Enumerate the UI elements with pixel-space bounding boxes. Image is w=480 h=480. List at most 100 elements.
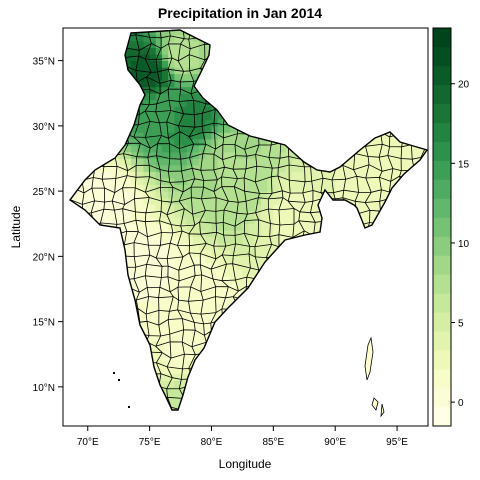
precipitation-cell [230,73,237,81]
precipitation-cell [397,54,404,62]
precipitation-cell [254,406,262,410]
precipitation-cell [310,178,318,185]
precipitation-cell [298,308,305,316]
precipitation-cell [143,354,151,362]
precipitation-cell [93,210,101,218]
precipitation-cell [100,406,107,410]
precipitation-cell [273,132,280,140]
precipitation-cell [242,262,249,270]
precipitation-cell [75,47,82,55]
precipitation-cell [298,341,305,349]
precipitation-cell [155,236,163,244]
precipitation-cell [63,191,70,198]
precipitation-cell [131,158,138,166]
precipitation-cell [100,80,107,88]
precipitation-cell [63,250,70,257]
precipitation-cell [211,282,219,290]
precipitation-cell [260,30,268,35]
precipitation-cell [131,413,138,420]
precipitation-cell [291,380,299,388]
precipitation-cell [137,373,144,381]
precipitation-cell [230,138,237,146]
precipitation-cell [230,99,237,107]
precipitation-cell [279,151,287,159]
precipitation-cell [409,321,417,329]
precipitation-cell [267,269,274,277]
precipitation-cell [273,54,280,62]
precipitation-cell [75,73,82,81]
precipitation-cell [174,223,181,231]
precipitation-cell [403,230,410,238]
precipitation-cell [329,295,336,303]
precipitation-cell [81,354,89,362]
precipitation-cell [63,302,70,309]
precipitation-cell [180,145,188,153]
precipitation-cell [230,60,237,68]
precipitation-cell [310,399,318,407]
precipitation-cell [199,223,206,231]
precipitation-cell [390,93,398,101]
precipitation-cell [304,354,311,362]
precipitation-cell [70,288,76,296]
precipitation-cell [316,275,324,283]
precipitation-cell [93,360,101,368]
precipitation-cell [292,413,299,420]
precipitation-cell [75,302,82,309]
precipitation-cell [359,80,367,88]
precipitation-cell [223,302,231,309]
precipitation-cell [174,243,181,251]
precipitation-cell [131,347,138,355]
precipitation-cell [149,138,157,146]
precipitation-cell [93,302,101,309]
precipitation-cell [192,41,200,48]
precipitation-cell [81,73,89,81]
precipitation-cell [260,41,268,48]
precipitation-cell [236,406,243,410]
precipitation-cell [415,308,423,316]
precipitation-cell [316,262,324,270]
precipitation-cell [143,302,151,309]
precipitation-cell [199,178,206,185]
precipitation-cell [186,80,194,88]
precipitation-cell [397,217,404,225]
precipitation-cell [106,106,113,114]
precipitation-cell [106,328,113,336]
precipitation-cell [291,367,299,375]
precipitation-cell [168,165,175,172]
precipitation-cell [131,282,138,290]
precipitation-cell [353,328,361,336]
precipitation-cell [131,93,138,101]
precipitation-cell [415,145,423,153]
precipitation-cell [149,145,157,153]
precipitation-cell [372,275,379,283]
precipitation-cell [174,151,181,159]
precipitation-cell [415,243,423,251]
precipitation-cell [168,328,175,336]
precipitation-cell [329,386,336,394]
precipitation-cell [155,178,163,185]
precipitation-cell [291,158,299,166]
precipitation-cell [267,321,274,329]
precipitation-cell [137,269,144,277]
precipitation-cell [87,30,95,35]
precipitation-cell [143,328,151,336]
precipitation-cell [267,334,274,342]
precipitation-cell [137,413,144,420]
precipitation-cell [199,413,206,420]
precipitation-cell [372,93,379,101]
precipitation-cell [415,191,423,199]
precipitation-cell [168,230,175,238]
precipitation-cell [223,132,231,140]
precipitation-cell [205,249,212,257]
precipitation-cell [70,354,76,362]
precipitation-cell [211,399,219,407]
precipitation-cell [260,354,268,362]
precipitation-cell [137,184,144,192]
precipitation-cell [217,236,225,244]
precipitation-cell [285,67,293,75]
precipitation-cell [298,34,305,42]
precipitation-cell [341,269,348,277]
precipitation-cell [292,419,299,426]
precipitation-cell [384,393,392,401]
precipitation-cell [63,54,70,61]
